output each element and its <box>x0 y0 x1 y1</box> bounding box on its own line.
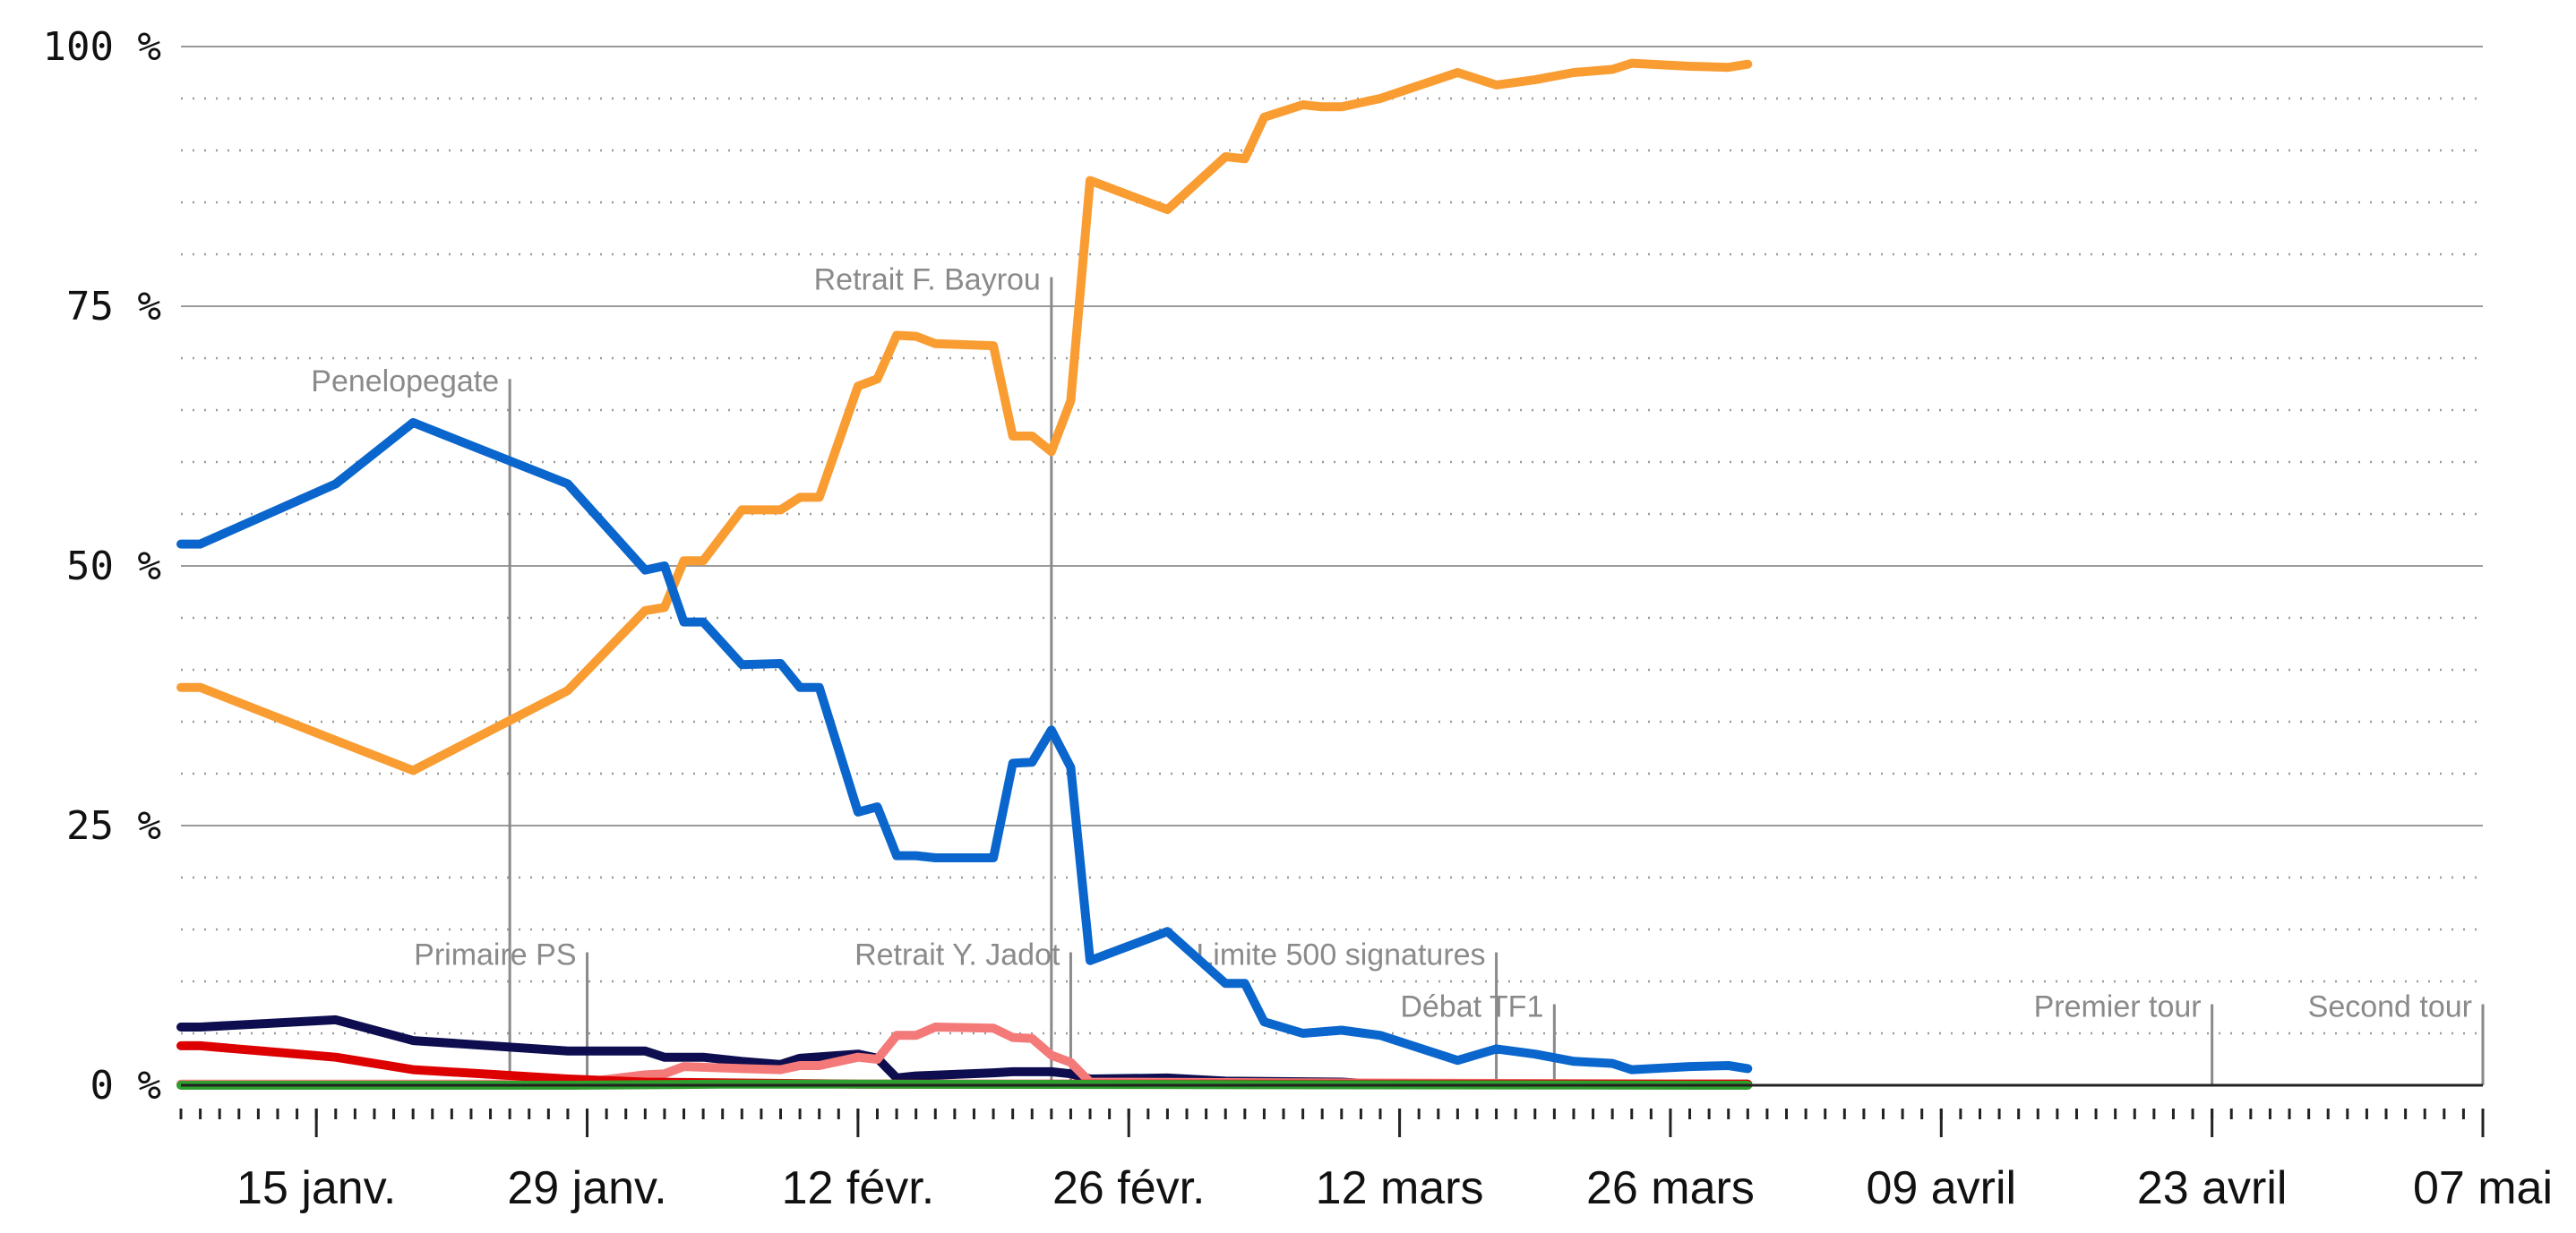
annotations: Penelopegate Primaire PS Retrait F. Bayrou… <box>311 263 2485 1085</box>
series-line-3 <box>176 1023 1753 1089</box>
event-label: Primaire PS <box>414 938 576 972</box>
x-axis: 15 janv. 29 janv. 12 févr. 26 févr. 12 mars 2… <box>179 1083 2553 1214</box>
event-label: Retrait Y. Jadot <box>854 938 1060 972</box>
y-tick-label: 25 % <box>66 803 161 849</box>
y-tick-label: 100 % <box>43 24 161 70</box>
event-label: Penelopegate <box>311 364 499 398</box>
x-tick-label: 12 févr. <box>782 1162 935 1214</box>
y-tick-label: 75 % <box>66 284 161 330</box>
x-tick-label: 07 mai <box>2413 1162 2553 1214</box>
y-tick-label: 0 % <box>90 1063 161 1109</box>
x-tick-label: 15 janv. <box>236 1162 396 1214</box>
y-tick-label: 50 % <box>66 544 161 589</box>
series-lines <box>176 58 1753 1090</box>
x-tick-label: 09 avril <box>1866 1162 2016 1214</box>
x-tick-label: 26 févr. <box>1052 1162 1206 1214</box>
grid <box>181 46 2483 1035</box>
event-label: Premier tour <box>2034 990 2202 1024</box>
series-line-1 <box>176 417 1753 1075</box>
y-axis: 0 % 25 % 50 % 75 % 100 % <box>43 24 161 1109</box>
x-tick-label: 12 mars <box>1316 1162 1484 1214</box>
x-tick-label: 26 mars <box>1586 1162 1755 1214</box>
event-label: Retrait F. Bayrou <box>814 263 1041 297</box>
series-line-0 <box>176 58 1753 775</box>
event-label: Second tour <box>2308 990 2472 1024</box>
event-label: Limite 500 signatures <box>1196 938 1485 972</box>
x-tick-label: 23 avril <box>2137 1162 2288 1214</box>
x-tick-label: 29 janv. <box>507 1162 666 1214</box>
event-label: Débat TF1 <box>1400 990 1543 1024</box>
